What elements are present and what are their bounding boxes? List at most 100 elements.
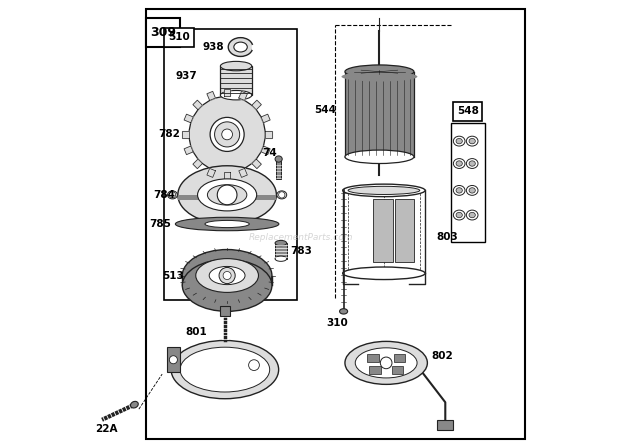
Ellipse shape: [205, 220, 249, 228]
Bar: [373, 199, 393, 262]
Text: 801: 801: [185, 327, 206, 336]
Circle shape: [169, 356, 177, 364]
Ellipse shape: [171, 340, 278, 399]
Bar: [220, 66, 252, 95]
Polygon shape: [184, 146, 193, 155]
Ellipse shape: [345, 65, 414, 78]
Polygon shape: [193, 159, 202, 168]
Bar: [392, 366, 403, 374]
Ellipse shape: [453, 210, 465, 220]
Ellipse shape: [182, 250, 272, 302]
Ellipse shape: [453, 136, 465, 146]
Polygon shape: [239, 168, 247, 177]
Ellipse shape: [466, 185, 478, 195]
Text: 803: 803: [436, 233, 458, 242]
Ellipse shape: [234, 42, 247, 52]
Circle shape: [223, 271, 231, 280]
Ellipse shape: [175, 217, 279, 231]
Text: 937: 937: [176, 71, 198, 81]
Ellipse shape: [343, 267, 425, 280]
Ellipse shape: [130, 401, 138, 408]
Ellipse shape: [469, 212, 476, 218]
Ellipse shape: [456, 161, 463, 166]
Ellipse shape: [340, 309, 348, 314]
Ellipse shape: [456, 212, 463, 218]
Ellipse shape: [466, 210, 478, 220]
Polygon shape: [224, 89, 230, 96]
Circle shape: [249, 360, 259, 370]
Text: 548: 548: [457, 106, 479, 116]
Text: ReplacementParts.com: ReplacementParts.com: [249, 233, 353, 242]
Polygon shape: [207, 91, 215, 100]
Ellipse shape: [453, 185, 465, 195]
Bar: [277, 161, 281, 179]
Text: 544: 544: [314, 105, 336, 115]
Text: 310: 310: [326, 318, 348, 327]
Ellipse shape: [178, 166, 277, 224]
Polygon shape: [252, 159, 262, 168]
Polygon shape: [184, 114, 193, 123]
Text: 784: 784: [153, 190, 175, 200]
Ellipse shape: [209, 267, 245, 284]
Polygon shape: [207, 168, 215, 177]
Bar: [437, 420, 453, 430]
Ellipse shape: [469, 161, 476, 166]
Circle shape: [215, 122, 240, 147]
Ellipse shape: [456, 138, 463, 144]
Text: 938: 938: [203, 42, 224, 52]
Bar: [395, 199, 414, 262]
Bar: [451, 123, 485, 242]
Polygon shape: [252, 100, 262, 110]
Polygon shape: [182, 131, 189, 138]
Circle shape: [210, 117, 244, 151]
Ellipse shape: [353, 65, 405, 78]
Text: 74: 74: [262, 148, 277, 158]
Ellipse shape: [342, 72, 417, 82]
Ellipse shape: [208, 185, 247, 205]
Ellipse shape: [196, 258, 259, 293]
Ellipse shape: [453, 159, 465, 168]
Text: 783: 783: [290, 246, 312, 256]
Ellipse shape: [182, 259, 272, 311]
Ellipse shape: [345, 150, 414, 164]
Circle shape: [380, 357, 392, 369]
Bar: [453, 102, 482, 121]
Bar: [275, 243, 286, 259]
Text: 22A: 22A: [95, 424, 117, 434]
Bar: [167, 347, 180, 372]
Ellipse shape: [466, 136, 478, 146]
Bar: [394, 354, 405, 362]
Ellipse shape: [343, 184, 425, 197]
Text: 510: 510: [168, 32, 190, 43]
Bar: [164, 29, 296, 300]
Circle shape: [169, 192, 175, 198]
Ellipse shape: [180, 347, 270, 392]
Text: 309: 309: [150, 26, 176, 39]
Ellipse shape: [456, 188, 463, 193]
Bar: [367, 354, 379, 362]
Ellipse shape: [466, 159, 478, 168]
Text: 802: 802: [432, 351, 454, 361]
Ellipse shape: [275, 256, 286, 261]
Polygon shape: [261, 146, 270, 155]
Ellipse shape: [228, 38, 253, 56]
Circle shape: [189, 96, 265, 172]
Ellipse shape: [469, 188, 476, 193]
Polygon shape: [261, 114, 270, 123]
Ellipse shape: [345, 341, 427, 384]
Circle shape: [217, 185, 237, 205]
Ellipse shape: [167, 191, 177, 199]
Bar: [146, 18, 180, 47]
Ellipse shape: [348, 186, 420, 194]
Circle shape: [222, 129, 232, 140]
Text: 782: 782: [158, 129, 180, 139]
Ellipse shape: [275, 156, 282, 162]
Ellipse shape: [198, 179, 257, 211]
Polygon shape: [239, 91, 247, 100]
Polygon shape: [265, 131, 272, 138]
Ellipse shape: [277, 191, 286, 199]
Ellipse shape: [220, 61, 252, 71]
Bar: [353, 72, 405, 85]
Bar: [345, 72, 414, 157]
Circle shape: [219, 267, 235, 284]
